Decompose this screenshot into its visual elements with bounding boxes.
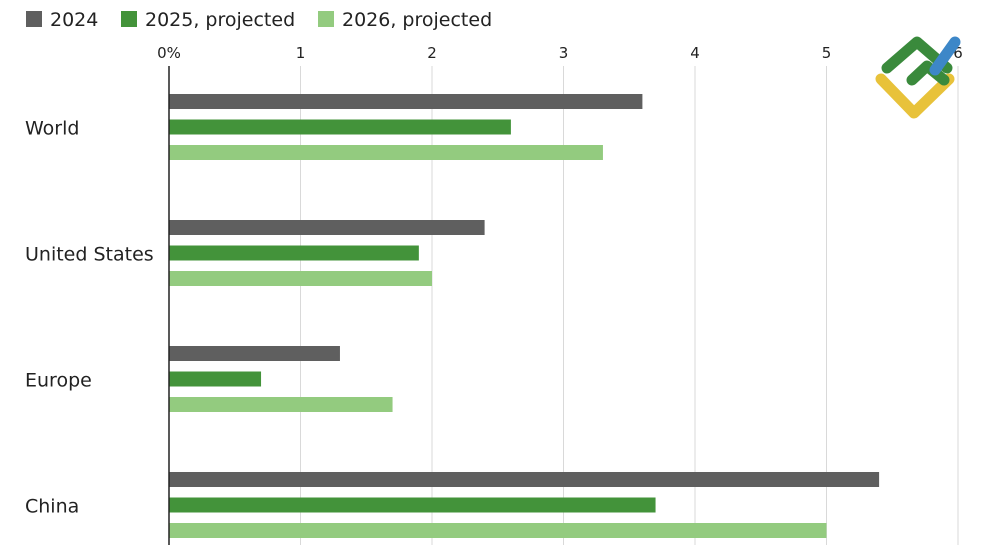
bar-united-states-2026 [169, 271, 432, 286]
x-tick-label: 2 [427, 44, 437, 62]
category-label: World [25, 118, 79, 140]
legend-swatch [121, 11, 137, 27]
bar-china-2025 [169, 497, 656, 513]
x-tick-label: 6 [953, 44, 963, 62]
x-tick-label: 5 [822, 44, 832, 62]
logo-blue-stroke [929, 36, 961, 76]
bar-world-2026 [169, 145, 603, 160]
logo-yellow-chevron [875, 73, 955, 119]
legend-label: 2026, projected [342, 9, 492, 31]
legend-swatch [26, 11, 42, 27]
bar-china-2026 [169, 523, 827, 538]
bar-europe-2024 [169, 346, 340, 361]
x-tick-label: 4 [690, 44, 700, 62]
x-tick-label: 0% [157, 44, 181, 62]
bar-world-2025 [169, 119, 511, 135]
bar-world-2024 [169, 94, 643, 109]
bar-china-2024 [169, 472, 880, 487]
bar-united-states-2025 [169, 245, 419, 261]
fx-logo-icon [875, 36, 961, 119]
category-label: United States [25, 244, 154, 266]
bars [169, 94, 880, 538]
legend-label: 2025, projected [145, 9, 295, 31]
logo-green-f-lower [906, 60, 950, 86]
category-label: China [25, 496, 79, 518]
category-labels: World United States Europe China [25, 118, 154, 518]
category-label: Europe [25, 370, 92, 392]
x-tick-label: 3 [559, 44, 569, 62]
legend: 2024 2025, projected 2026, projected [26, 9, 492, 31]
bar-europe-2026 [169, 397, 393, 412]
x-axis-ticks: 0% 1 2 3 4 5 6 [157, 44, 963, 62]
bar-united-states-2024 [169, 220, 485, 235]
bar-europe-2025 [169, 371, 262, 387]
x-tick-label: 1 [296, 44, 306, 62]
legend-label: 2024 [50, 9, 98, 31]
legend-swatch [318, 11, 334, 27]
